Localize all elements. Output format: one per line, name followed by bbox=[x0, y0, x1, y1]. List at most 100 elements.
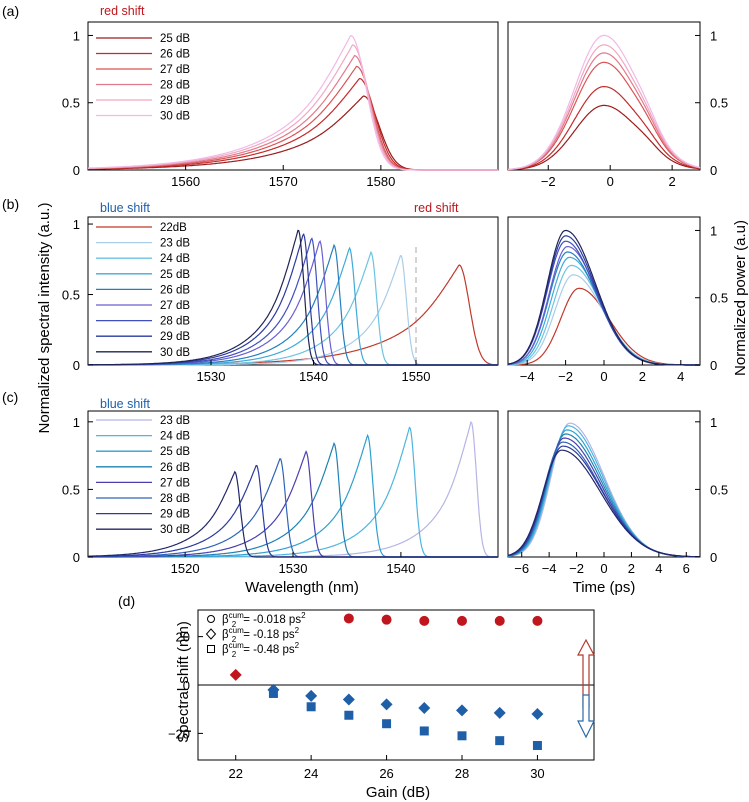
panel-b-time-ytick-label: 0.5 bbox=[710, 291, 728, 306]
panel-d-square-point bbox=[306, 702, 316, 712]
gain-xlabel: Gain (dB) bbox=[366, 784, 430, 801]
panel-d-circle-point bbox=[532, 615, 543, 626]
panel-a-legend-label: 29 dB bbox=[160, 95, 190, 107]
panel-b-time-xtick-label: 2 bbox=[639, 369, 646, 384]
panel-b-time-xtick-label: −4 bbox=[520, 369, 535, 384]
panel-d-diamond-point bbox=[229, 668, 242, 681]
panel-d-xtick-label: 26 bbox=[379, 766, 393, 781]
panel-d-legend-diamond bbox=[205, 628, 217, 640]
panel-c-legend-label: 30 dB bbox=[160, 524, 190, 536]
panel-d-circle-point bbox=[343, 613, 354, 624]
panel-b-spectrum-ytick-label: 0.5 bbox=[62, 288, 80, 303]
panel-b-spectrum-ytick-label: 0 bbox=[73, 358, 80, 373]
panel-b-time-xtick-label: −2 bbox=[558, 369, 573, 384]
panel-a-spectrum-line bbox=[87, 34, 498, 171]
time-xlabel: Time (ps) bbox=[573, 579, 636, 596]
panel-c-time-xtick-label: 2 bbox=[628, 561, 635, 576]
panel-b-legend-label: 27 dB bbox=[160, 300, 190, 312]
panel-a-time-ytick-label: 1 bbox=[710, 28, 717, 43]
panel-b-time-ytick-label: 1 bbox=[710, 223, 717, 238]
panel-a-spectrum-line bbox=[87, 77, 498, 171]
panel-a-legend-label: 27 dB bbox=[160, 64, 190, 76]
panel-c-time-xtick-label: 4 bbox=[655, 561, 662, 576]
spectrum-xlabel: Wavelength (nm) bbox=[245, 579, 359, 596]
panel-a-legend-label: 25 dB bbox=[160, 33, 190, 45]
panel-d-diamond-point bbox=[418, 701, 431, 714]
annotation-red-shift-b: red shift bbox=[414, 201, 459, 215]
panel-c-spectrum-frame bbox=[87, 410, 499, 558]
panel-a-spectrum-line bbox=[87, 44, 498, 171]
panel-label-c: (c) bbox=[2, 389, 18, 405]
panel-b-legend-label: 29 dB bbox=[160, 331, 190, 343]
panel-c-spectrum-line bbox=[88, 441, 498, 558]
panel-d-circle-point bbox=[457, 615, 467, 626]
panel-b-legend-label: 23 dB bbox=[160, 238, 190, 250]
panel-a-spectrum-line bbox=[88, 95, 498, 171]
panel-d-circle-point bbox=[494, 615, 505, 626]
panel-d-diamond-point bbox=[456, 704, 468, 717]
panel-d-diamond-point bbox=[380, 698, 393, 711]
panel-b-legend-label: 24 dB bbox=[160, 253, 190, 265]
panel-b-time-line bbox=[507, 235, 700, 366]
panel-b-legend-label: 26 dB bbox=[160, 284, 190, 296]
panel-c-spectrum-xtick-label: 1530 bbox=[279, 561, 308, 576]
panel-a-time-xtick-label: −2 bbox=[541, 174, 556, 189]
panel-b-time-ytick-label: 0 bbox=[710, 358, 717, 373]
spectrum-ylabel: Normalized spectral intensity (a.u.) bbox=[36, 203, 53, 434]
panel-a-legend-label: 26 dB bbox=[160, 49, 190, 61]
panel-b-spectrum-frame bbox=[87, 216, 499, 366]
down-arrow-icon bbox=[577, 694, 595, 739]
panel-a-spectrum-xtick-label: 1580 bbox=[366, 174, 395, 189]
panel-c-time-xtick-label: −6 bbox=[514, 561, 529, 576]
plot-layer: 1560 1570 1580 0 0.5 1 25 dB 26 dB 27 dB 28 dB 29 … bbox=[62, 21, 728, 781]
panel-c-legend-label: 28 dB bbox=[160, 493, 190, 505]
panel-c-legend-label: 24 dB bbox=[160, 431, 190, 443]
panel-d-legend-label: βcum 2 = -0.48 ps2 bbox=[222, 641, 300, 659]
panel-d-square-point bbox=[532, 740, 542, 750]
panel-c-time-line bbox=[507, 445, 700, 558]
panel-c-spectrum-xtick-label: 1540 bbox=[386, 561, 415, 576]
panel-c-time-ytick-label: 0 bbox=[710, 550, 717, 565]
panel-c-legend-label: 27 dB bbox=[160, 477, 190, 489]
panel-b-spectrum-line bbox=[88, 255, 498, 366]
panel-c-spectrum-line bbox=[88, 420, 498, 558]
panel-a-time-xtick-label: 2 bbox=[669, 174, 676, 189]
panel-b-spectrum-xtick-label: 1550 bbox=[402, 369, 431, 384]
panel-a-time-ytick-label: 0 bbox=[710, 163, 717, 178]
panel-c-time-line bbox=[507, 441, 700, 558]
panel-b-spectrum-line bbox=[88, 229, 498, 366]
panel-b-spectrum-xtick-label: 1530 bbox=[197, 369, 226, 384]
panel-c-time-xtick-label: −2 bbox=[569, 561, 584, 576]
panel-b-spectrum-xtick-label: 1540 bbox=[299, 369, 328, 384]
panel-d-square-point bbox=[419, 726, 429, 736]
panel-b-time-xtick-label: 4 bbox=[677, 369, 684, 384]
panel-a-spectrum-line bbox=[88, 65, 498, 171]
panel-c-time-xtick-label: 0 bbox=[600, 561, 607, 576]
panel-b-spectrum-line bbox=[88, 246, 498, 366]
panel-a-spectrum-ytick-label: 0.5 bbox=[62, 96, 80, 111]
panel-d-xtick-label: 30 bbox=[530, 766, 544, 781]
annotation-red-shift-a: red shift bbox=[100, 4, 145, 18]
panel-a-spectrum-xtick-label: 1570 bbox=[269, 174, 298, 189]
panel-c-spectrum-line bbox=[88, 433, 498, 558]
panel-b-time-line bbox=[507, 274, 700, 366]
panel-a-spectrum-xtick-label: 1560 bbox=[171, 174, 200, 189]
panel-c-time-xtick-label: 6 bbox=[683, 561, 690, 576]
panel-d-xtick-label: 22 bbox=[228, 766, 242, 781]
panel-c-legend-label: 23 dB bbox=[160, 415, 190, 427]
panel-d-ytick-label: 0 bbox=[183, 678, 190, 693]
panel-d-circle-point bbox=[419, 615, 430, 626]
panel-a-time-line bbox=[508, 34, 701, 170]
panel-a-spectrum-frame bbox=[87, 21, 499, 171]
panel-b-time-xtick-label: 0 bbox=[600, 369, 607, 384]
panel-d-diamond-point bbox=[493, 706, 506, 719]
panel-c-legend-label: 26 dB bbox=[160, 462, 190, 474]
panel-d-diamond-point bbox=[305, 689, 318, 702]
panel-d-square-point bbox=[382, 719, 392, 729]
panel-d-square-point bbox=[344, 710, 354, 720]
shift-ylabel: Spectral shift (nm) bbox=[175, 621, 192, 743]
panel-b-legend-label: 25 dB bbox=[160, 269, 190, 281]
panel-c-time-ytick-label: 1 bbox=[710, 415, 717, 430]
panel-d-square-point bbox=[457, 731, 467, 741]
panel-a-time-line bbox=[508, 104, 701, 171]
